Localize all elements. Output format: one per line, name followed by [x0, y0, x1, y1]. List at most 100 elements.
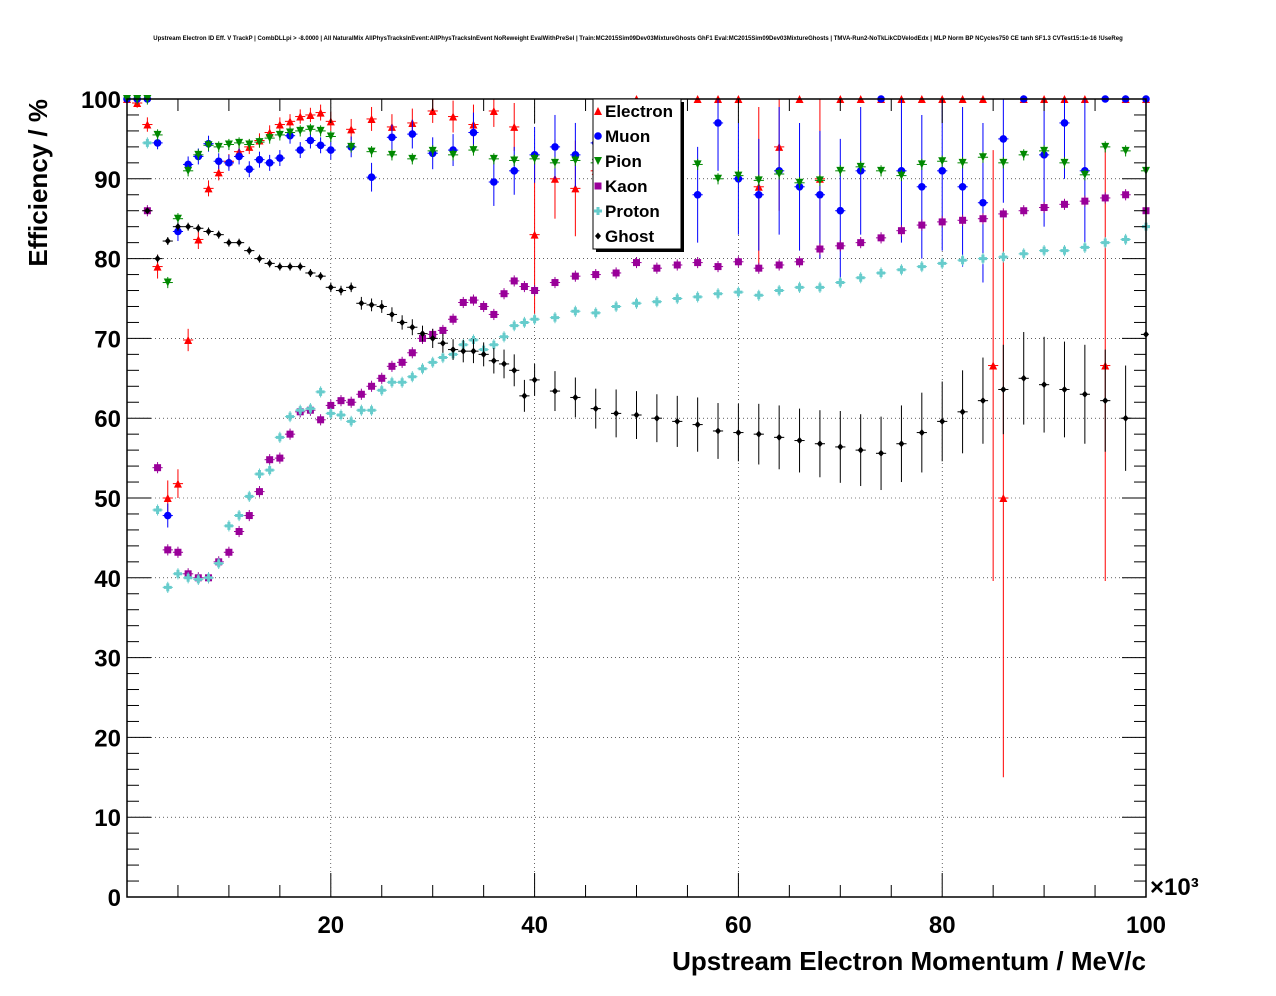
muon-point	[174, 227, 182, 236]
pion-point	[194, 150, 203, 159]
proton-point	[357, 406, 366, 415]
kaon-point	[266, 456, 274, 464]
ghost-point	[1000, 385, 1007, 393]
muon-point	[153, 139, 162, 147]
proton-point	[1040, 246, 1049, 255]
ghost-point	[898, 440, 905, 448]
electron-point	[306, 110, 315, 119]
kaon-point	[1020, 207, 1028, 215]
pion-point	[163, 278, 172, 287]
muon-point	[265, 159, 274, 167]
proton-point	[306, 404, 315, 413]
ghost-point	[164, 237, 171, 245]
ghost-point	[796, 437, 803, 445]
kaon-point	[816, 245, 824, 253]
ghost-point	[439, 339, 446, 347]
proton-point	[714, 289, 723, 298]
pion-point	[877, 166, 886, 175]
ghost-point	[1061, 385, 1068, 393]
ghost-point	[674, 417, 681, 425]
muon-point	[296, 146, 305, 154]
proton-point	[530, 315, 539, 324]
proton-point	[489, 340, 498, 349]
y-tick-label: 10	[94, 805, 121, 832]
ghost-point	[358, 299, 365, 307]
proton-point	[897, 265, 906, 274]
proton-point	[296, 406, 305, 415]
kaon-point	[439, 326, 447, 334]
proton-point	[693, 292, 702, 301]
pion-point	[836, 166, 845, 175]
ghost-point	[511, 366, 518, 374]
kaon-point	[673, 261, 681, 269]
legend-marker-muon	[594, 132, 602, 140]
pion-point	[408, 154, 417, 163]
proton-point	[836, 278, 845, 287]
electron-point	[347, 125, 356, 134]
muon-point	[938, 167, 946, 175]
proton-point	[224, 521, 233, 530]
muon-point	[1060, 119, 1069, 127]
legend-marker-electron	[594, 107, 602, 115]
pion-point	[1040, 146, 1049, 155]
electron-point	[449, 112, 458, 121]
proton-point	[1121, 235, 1130, 244]
kaon-point	[857, 239, 865, 247]
proton-point	[387, 378, 396, 387]
y-tick-label: 60	[94, 406, 121, 433]
series-pion	[123, 95, 1150, 289]
ghost-point	[480, 350, 487, 358]
electron-point	[275, 120, 284, 129]
kaon-point	[337, 397, 345, 405]
pion-point	[917, 160, 926, 169]
kaon-point	[449, 315, 457, 323]
proton-point	[163, 583, 172, 592]
proton-point	[673, 294, 682, 303]
pion-point	[775, 170, 784, 179]
kaon-point	[276, 454, 284, 462]
y-tick-label: 0	[108, 885, 121, 912]
ghost-point	[205, 227, 212, 235]
kaon-point	[1081, 197, 1089, 205]
kaon-point	[979, 215, 987, 223]
pion-point	[510, 156, 519, 165]
electron-point	[163, 494, 172, 502]
proton-point	[184, 573, 193, 582]
kaon-point	[938, 218, 946, 226]
kaon-point	[633, 259, 640, 267]
kaon-point	[897, 227, 905, 235]
y-tick-label: 50	[94, 486, 121, 513]
electron-point	[367, 114, 376, 123]
proton-point	[978, 254, 987, 263]
proton-point	[795, 283, 804, 292]
proton-point	[591, 308, 600, 317]
ghost-point	[837, 443, 844, 451]
pion-point	[734, 171, 743, 180]
kaon-point	[551, 279, 559, 287]
y-tick-label: 40	[94, 566, 121, 593]
ghost-point	[592, 405, 599, 413]
y-tick-label: 90	[94, 167, 121, 194]
kaon-point	[347, 398, 355, 406]
ghost-point	[470, 347, 477, 355]
proton-point	[377, 386, 386, 395]
y-axis-title: Efficiency / %	[23, 99, 53, 267]
pion-point	[978, 153, 987, 162]
pion-point	[245, 140, 254, 149]
kaon-point	[286, 430, 294, 438]
muon-point	[551, 143, 559, 151]
proton-point	[153, 505, 162, 514]
pion-point	[235, 138, 244, 147]
muon-point	[999, 135, 1008, 143]
ghost-point	[144, 207, 151, 215]
y-tick-label: 80	[94, 247, 121, 274]
proton-point	[734, 288, 743, 297]
proton-point	[235, 511, 244, 520]
proton-point	[418, 364, 427, 373]
kaon-point	[388, 362, 396, 370]
kaon-point	[714, 263, 722, 271]
ghost-point	[297, 263, 304, 271]
ghost-point	[348, 283, 355, 291]
kaon-point	[571, 272, 579, 280]
ghost-point	[501, 360, 508, 368]
